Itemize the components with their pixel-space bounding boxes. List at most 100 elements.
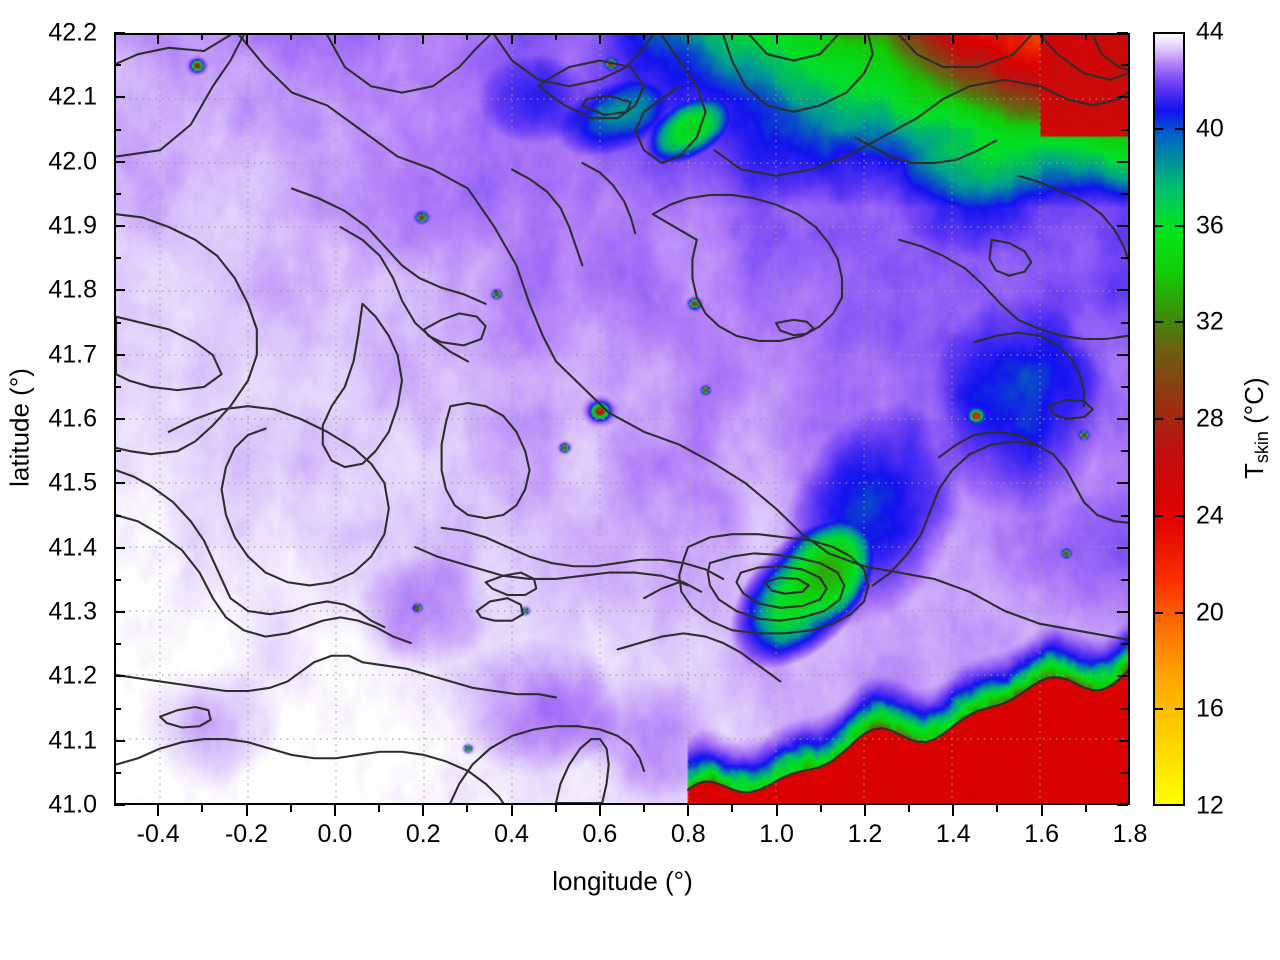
y-tick-minor xyxy=(114,771,121,774)
colorbar-tick xyxy=(1153,321,1163,324)
x-tick-label: 1.0 xyxy=(759,820,794,848)
y-tick-minor xyxy=(114,128,121,131)
y-tick-major xyxy=(114,289,125,292)
x-tick-major-top xyxy=(1040,33,1043,44)
y-tick-major-right xyxy=(1117,96,1128,99)
y-tick-label: 41.2 xyxy=(48,661,97,690)
x-tick-major-top xyxy=(422,33,425,44)
x-tick-major-top xyxy=(687,33,690,44)
y-tick-label: 42.2 xyxy=(48,18,97,47)
y-tick-minor xyxy=(114,321,121,324)
x-tick-major xyxy=(863,805,866,816)
x-tick-minor xyxy=(554,805,557,812)
x-tick-major xyxy=(598,805,601,816)
colorbar-tick-label: 40 xyxy=(1196,114,1224,143)
x-tick-minor xyxy=(378,805,381,812)
y-tick-major-right xyxy=(1117,611,1128,613)
y-tick-minor xyxy=(114,707,121,710)
colorbar-title: Tskin (°C) xyxy=(1239,148,1273,708)
x-tick-minor-top xyxy=(908,33,911,40)
colorbar-title-main: T xyxy=(1238,463,1269,480)
y-tick-minor xyxy=(114,578,121,581)
x-tick-minor-top xyxy=(643,33,646,40)
y-tick-major-right xyxy=(1117,289,1128,292)
x-tick-label: -0.2 xyxy=(224,820,269,848)
y-tick-label: 41.8 xyxy=(48,275,97,304)
colorbar-tick xyxy=(1153,708,1163,711)
y-tick-major-right xyxy=(1117,353,1128,356)
colorbar-tick-right xyxy=(1175,127,1185,130)
x-tick-minor xyxy=(1084,805,1087,812)
colorbar-tick-label: 36 xyxy=(1196,211,1224,239)
x-tick-minor xyxy=(819,805,822,812)
x-tick-major-top xyxy=(157,33,160,44)
y-tick-label: 41.7 xyxy=(48,340,97,369)
x-tick-minor xyxy=(908,805,911,812)
y-tick-major-right xyxy=(1117,160,1128,163)
x-tick-label: 1.2 xyxy=(847,820,883,848)
y-tick-major xyxy=(114,96,125,99)
y-tick-minor xyxy=(114,514,121,517)
x-tick-minor-top xyxy=(554,33,557,40)
y-tick-major-right xyxy=(1117,482,1128,485)
x-tick-major xyxy=(1040,805,1043,816)
x-tick-major xyxy=(952,805,955,816)
y-tick-minor xyxy=(114,64,121,67)
y-tick-major xyxy=(114,482,125,485)
y-tick-label: 41.6 xyxy=(48,404,97,433)
colorbar-tick xyxy=(1153,514,1163,517)
x-tick-minor-top xyxy=(731,33,734,40)
colorbar-tick-label: 44 xyxy=(1196,17,1224,46)
x-tick-major-top xyxy=(598,33,601,44)
x-tick-label: 0.0 xyxy=(317,820,353,848)
y-axis-title: latitude (°) xyxy=(4,368,35,487)
y-tick-label: 41.3 xyxy=(48,597,97,626)
y-tick-minor xyxy=(114,643,121,646)
x-tick-major xyxy=(510,805,513,816)
y-tick-minor-right xyxy=(1121,257,1128,260)
y-tick-minor-right xyxy=(1121,128,1128,131)
x-tick-minor-top xyxy=(996,33,999,40)
y-tick-minor-right xyxy=(1121,450,1128,453)
y-tick-minor-right xyxy=(1121,385,1128,388)
y-tick-label: 42.1 xyxy=(48,82,97,111)
y-tick-label: 41.5 xyxy=(48,468,97,497)
x-tick-minor xyxy=(996,805,999,812)
x-tick-minor xyxy=(466,805,469,812)
colorbar-tick-right xyxy=(1175,708,1185,711)
y-tick-minor-right xyxy=(1121,321,1128,324)
x-tick-major-top xyxy=(863,33,866,44)
x-tick-minor-top xyxy=(466,33,469,40)
x-tick-minor-top xyxy=(201,33,204,40)
colorbar-tick-label: 20 xyxy=(1196,598,1224,626)
y-tick-minor xyxy=(114,385,121,388)
y-tick-major xyxy=(114,353,125,356)
x-tick-label: 1.4 xyxy=(935,820,971,848)
y-tick-major xyxy=(114,225,125,227)
y-tick-minor-right xyxy=(1121,192,1128,195)
colorbar-tick-right xyxy=(1175,224,1185,227)
y-tick-minor-right xyxy=(1121,643,1128,646)
heatmap-plot-area xyxy=(114,33,1130,805)
y-tick-major-right xyxy=(1117,804,1128,806)
colorbar-tick-right xyxy=(1175,321,1185,324)
y-tick-minor xyxy=(114,257,121,260)
x-tick-label: 1.6 xyxy=(1024,820,1060,848)
y-tick-label: 41.0 xyxy=(48,790,97,819)
x-tick-major xyxy=(422,805,425,816)
y-tick-major-right xyxy=(1117,675,1128,678)
colorbar-tick-label: 12 xyxy=(1196,791,1224,820)
colorbar-title-unit: (°C) xyxy=(1238,377,1269,432)
x-tick-major-top xyxy=(952,33,955,44)
colorbar-tick-right xyxy=(1175,611,1185,614)
x-tick-minor xyxy=(289,805,292,812)
colorbar-tick-right xyxy=(1175,514,1185,517)
x-tick-minor-top xyxy=(289,33,292,40)
y-tick-major-right xyxy=(1117,32,1128,34)
x-tick-major xyxy=(333,805,336,816)
x-tick-minor xyxy=(643,805,646,812)
colorbar-tick xyxy=(1153,127,1163,130)
x-tick-major xyxy=(245,805,248,816)
y-tick-minor-right xyxy=(1121,64,1128,67)
x-tick-major xyxy=(775,805,778,816)
